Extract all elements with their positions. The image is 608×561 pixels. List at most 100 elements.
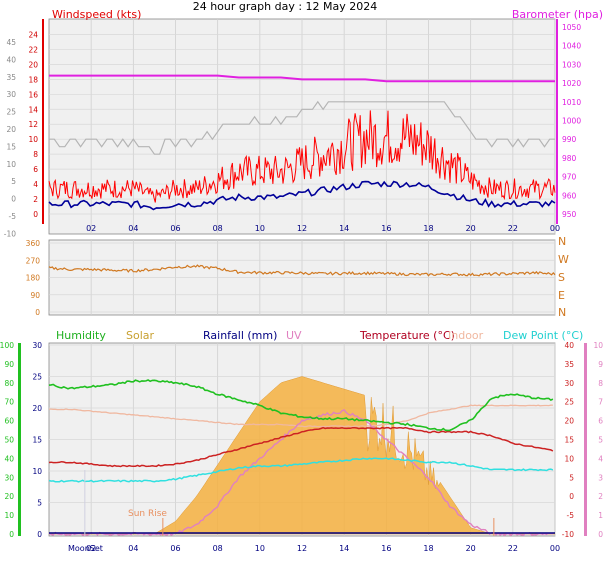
windspeed-tick: 8 <box>33 150 38 159</box>
indoor-label: Indoor <box>448 329 484 342</box>
humidity-tick: 100 <box>0 341 14 350</box>
wind-direction-line <box>48 264 556 277</box>
rainfall-tick: 25 <box>32 373 42 382</box>
uv-label: UV <box>286 329 302 342</box>
compass-label: E <box>558 289 565 302</box>
x-tick-label: 04 <box>128 224 138 233</box>
x-tick-label: 06 <box>170 224 180 233</box>
x-tick-label: 16 <box>381 224 391 233</box>
rainfall-tick: 5 <box>37 499 42 508</box>
humidity-tick: 60 <box>4 417 14 426</box>
temperature-tick: 30 <box>564 379 574 388</box>
solar-label: Solar <box>126 329 155 342</box>
left-outer-tick: 45 <box>6 38 16 47</box>
windspeed-tick: 16 <box>28 90 38 99</box>
sunrise-annotation: Sun Rise <box>128 509 167 519</box>
x-tick-label: 22 <box>508 224 518 233</box>
temperature-tick: 10 <box>564 454 574 463</box>
windspeed-tick: 18 <box>28 75 38 84</box>
direction-tick: 0 <box>35 308 40 317</box>
temperature-tick: 5 <box>569 473 574 482</box>
x-tick-label: 14 <box>339 224 349 233</box>
compass-label: S <box>558 271 565 284</box>
x-tick-label: 10 <box>255 224 265 233</box>
direction-tick: 90 <box>30 291 40 300</box>
windspeed-tick: 6 <box>33 165 38 174</box>
uv-tick: 7 <box>598 398 603 407</box>
solar-area <box>49 376 555 535</box>
windspeed-tick: 22 <box>28 45 38 54</box>
humidity-label: Humidity <box>56 329 106 342</box>
x-tick-label: 00 <box>550 544 560 553</box>
compass-label: N <box>558 235 566 248</box>
x-tick-label: 06 <box>170 544 180 553</box>
windspeed-label: Windspeed (kts) <box>52 8 141 21</box>
temperature-tick: 20 <box>564 417 574 426</box>
temperature-line <box>48 426 554 468</box>
compass-label: W <box>558 253 569 266</box>
x-tick-label: 22 <box>508 544 518 553</box>
left-outer-tick: 0 <box>11 195 16 204</box>
average-wind-line <box>48 180 556 211</box>
uv-tick: 8 <box>598 379 603 388</box>
rainfall-label: Rainfall (mm) <box>203 329 277 342</box>
indoor-line <box>49 404 553 428</box>
windspeed-tick: 10 <box>28 135 38 144</box>
temperature-tick: 40 <box>564 341 574 350</box>
x-tick-label: 08 <box>213 224 223 233</box>
x-tick-label: 00 <box>550 224 560 233</box>
panel-wind-barometer: Windspeed (kts) Barometer (hpa) 45403530… <box>4 8 603 238</box>
uv-tick: 2 <box>598 492 603 501</box>
x-tick-label: 20 <box>466 224 476 233</box>
barometer-tick: 990 <box>562 135 577 144</box>
barometer-tick: 1000 <box>562 117 581 126</box>
temperature-label: Temperature (°C) <box>359 329 455 342</box>
left-outer-tick: 35 <box>6 73 16 82</box>
windspeed-tick: 14 <box>28 105 38 114</box>
humidity-tick: 40 <box>4 454 14 463</box>
left-outer-tick: 25 <box>6 108 16 117</box>
windspeed-tick: 24 <box>28 30 38 39</box>
direction-tick: 180 <box>26 274 41 283</box>
humidity-tick: 90 <box>4 360 14 369</box>
temperature-tick: 15 <box>564 436 574 445</box>
left-outer-tick: -10 <box>4 229 16 238</box>
left-outer-tick: 30 <box>6 90 16 99</box>
uv-tick: 10 <box>593 341 603 350</box>
temperature-tick: 0 <box>569 492 574 501</box>
windspeed-tick: 20 <box>28 60 38 69</box>
rainfall-tick: 30 <box>32 341 42 350</box>
barometer-tick: 980 <box>562 154 577 163</box>
windspeed-tick: 4 <box>33 180 38 189</box>
left-outer-tick: -5 <box>9 212 17 221</box>
x-tick-label: 10 <box>255 544 265 553</box>
uv-tick: 4 <box>598 454 603 463</box>
left-outer-tick: 15 <box>6 142 16 151</box>
direction-tick: 360 <box>26 239 41 248</box>
windspeed-line <box>48 110 556 203</box>
uv-axis-bar <box>584 343 587 536</box>
humidity-tick: 80 <box>4 379 14 388</box>
humidity-tick: 70 <box>4 398 14 407</box>
uv-tick: 5 <box>598 436 603 445</box>
rainfall-tick: 20 <box>32 404 42 413</box>
direction-tick: 270 <box>26 256 41 265</box>
windspeed-tick: 12 <box>28 120 38 129</box>
moonset-annotation: MoonSet <box>68 544 103 553</box>
humidity-line <box>48 379 554 432</box>
x-tick-label: 02 <box>86 544 96 553</box>
rainfall-tick: 10 <box>32 467 42 476</box>
uv-tick: 0 <box>598 530 603 539</box>
x-tick-label: 02 <box>86 224 96 233</box>
humidity-tick: 10 <box>4 511 14 520</box>
x-tick-label: 04 <box>128 544 138 553</box>
barometer-tick: 1020 <box>562 79 581 88</box>
uv-tick: 3 <box>598 473 603 482</box>
x-tick-label: 08 <box>213 544 223 553</box>
temperature-tick: -5 <box>567 511 575 520</box>
barometer-tick: 960 <box>562 191 577 200</box>
windspeed-tick: 2 <box>33 195 38 204</box>
temperature-tick: 25 <box>564 398 574 407</box>
compass-label: N <box>558 306 566 319</box>
humidity-tick: 20 <box>4 492 14 501</box>
